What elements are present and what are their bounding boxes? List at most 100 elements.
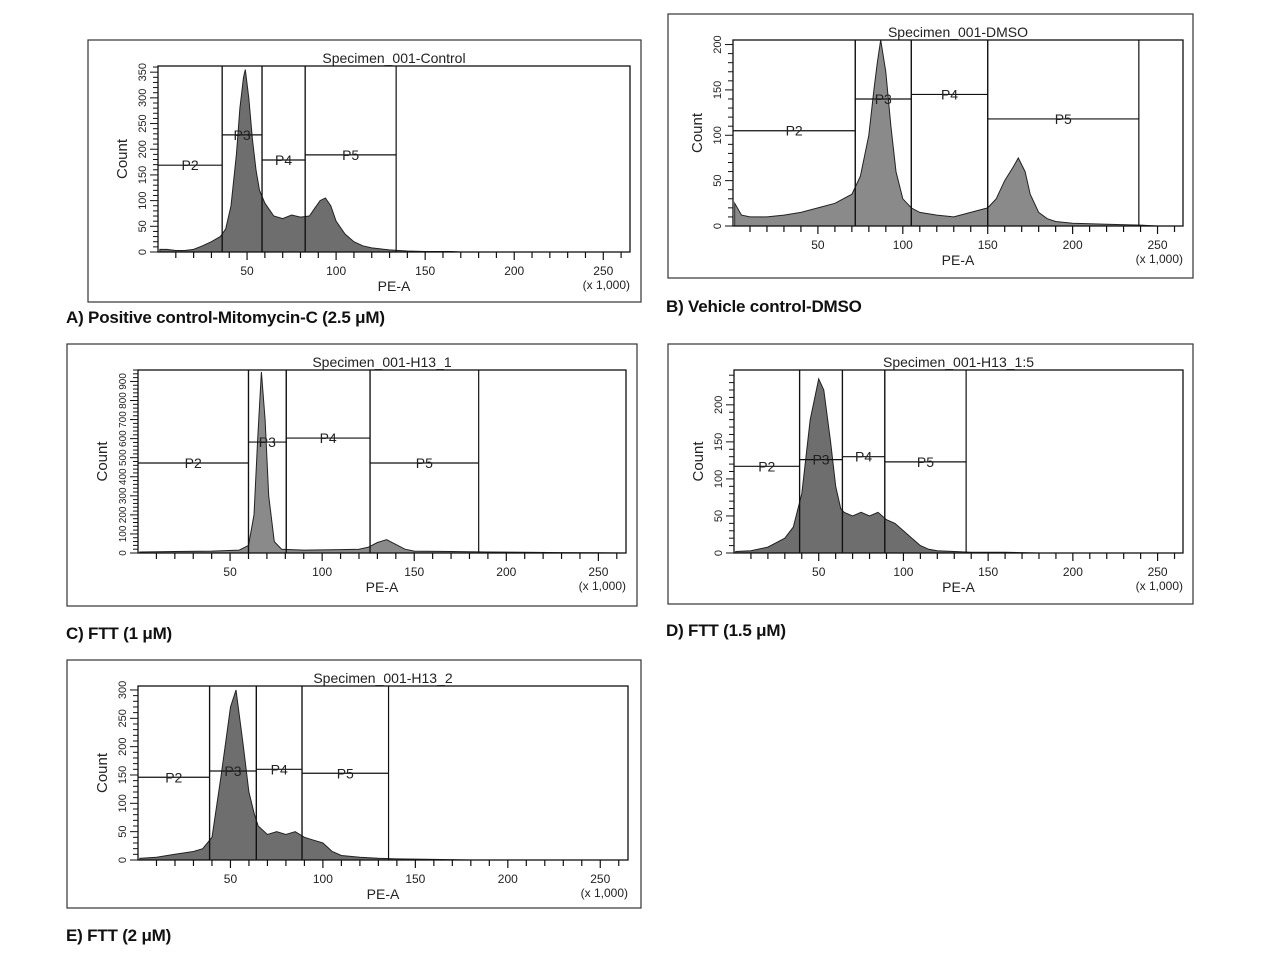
y-tick-label: 100 xyxy=(137,191,149,209)
gate-label-p4: P4 xyxy=(320,430,337,446)
gate-label-p5: P5 xyxy=(1055,111,1072,127)
gate-label-p3: P3 xyxy=(259,434,276,450)
y-tick-label: 0 xyxy=(712,223,724,229)
panel-frame xyxy=(667,343,1194,605)
x-axis-label: PE-A xyxy=(367,886,400,902)
gate-label-p4: P4 xyxy=(271,761,288,777)
x-axis-unit: (x 1,000) xyxy=(583,278,630,292)
gate-label-p5: P5 xyxy=(342,147,359,163)
panel-frame xyxy=(66,343,638,607)
plot-area xyxy=(157,65,631,253)
x-axis-unit: (x 1,000) xyxy=(579,579,626,593)
y-tick-label: 800 xyxy=(118,392,129,409)
y-tick-label: 100 xyxy=(118,525,129,542)
y-tick-label: 350 xyxy=(137,63,149,81)
y-tick-label: 250 xyxy=(117,709,129,727)
x-tick-label: 100 xyxy=(326,264,346,278)
y-tick-label: 50 xyxy=(117,826,129,838)
panel-frame xyxy=(66,659,642,909)
x-axis-label: PE-A xyxy=(942,579,975,595)
y-tick-label: 300 xyxy=(117,681,129,699)
x-tick-label: 250 xyxy=(590,872,610,886)
caption-e: E) FTT (2 μM) xyxy=(66,926,172,945)
y-tick-label: 300 xyxy=(118,487,129,504)
y-tick-label: 200 xyxy=(117,737,129,755)
gate-label-p4: P4 xyxy=(941,86,958,102)
y-tick-label: 50 xyxy=(712,175,724,187)
x-tick-label: 200 xyxy=(1063,238,1083,252)
x-tick-label: 100 xyxy=(313,872,333,886)
y-tick-label: 200 xyxy=(712,35,724,53)
histogram-panel-d: Specimen_001-H13_1:5 P2 P3 P4 P5 50 100 150 200 2… xyxy=(667,343,1194,605)
x-tick-label: 200 xyxy=(1063,565,1083,579)
gate-label-p3: P3 xyxy=(875,91,892,107)
y-tick-label: 100 xyxy=(712,126,724,144)
y-tick-label: 0 xyxy=(137,249,149,255)
chart-title: Specimen_001-H13_1 xyxy=(312,354,452,370)
x-tick-label: 250 xyxy=(593,264,613,278)
y-tick-label: 900 xyxy=(118,373,129,390)
x-axis-unit: (x 1,000) xyxy=(1136,252,1183,266)
x-tick-label: 250 xyxy=(588,565,608,579)
x-tick-label: 200 xyxy=(504,264,524,278)
histogram-panel-e: Specimen_001-H13_2 P2 P3 P4 P5 50 100 150 200 250… xyxy=(66,659,642,909)
y-tick-label: 200 xyxy=(118,506,129,523)
histogram-area xyxy=(139,689,628,861)
y-tick-label: 100 xyxy=(713,470,725,488)
x-tick-label: 150 xyxy=(978,238,998,252)
x-tick-label: 100 xyxy=(893,565,913,579)
plot-area xyxy=(732,39,1184,227)
x-tick-label: 100 xyxy=(893,238,913,252)
y-tick-label: 150 xyxy=(117,766,129,784)
y-tick-label: 0 xyxy=(713,550,725,556)
y-tick-label: 300 xyxy=(137,89,149,107)
gate-label-p4: P4 xyxy=(275,152,292,168)
histogram-panel-c: Specimen_001-H13_1 P2 P3 P4 P5 50 100 150 200 250… xyxy=(66,343,638,607)
panel-frame xyxy=(667,13,1194,279)
panel-frame xyxy=(87,39,642,303)
gate-label-p3: P3 xyxy=(224,763,241,779)
y-tick-label: 700 xyxy=(118,411,129,428)
gate-label-p4: P4 xyxy=(855,449,872,465)
x-tick-label: 100 xyxy=(312,565,332,579)
y-tick-label: 0 xyxy=(117,857,129,863)
chart-title: Specimen_001-Control xyxy=(322,50,465,66)
y-tick-label: 250 xyxy=(137,114,149,132)
y-tick-label: 600 xyxy=(118,430,129,447)
caption-b: B) Vehicle control-DMSO xyxy=(666,297,862,316)
x-axis-label: PE-A xyxy=(366,579,399,595)
gate-label-p5: P5 xyxy=(337,765,354,781)
histogram-panel-a: Specimen_001-Control P2 P3 P4 P5 50 100 150 200 2… xyxy=(87,39,642,303)
y-tick-label: 50 xyxy=(713,510,725,522)
y-tick-label: 100 xyxy=(117,794,129,812)
x-tick-label: 50 xyxy=(811,238,825,252)
x-tick-label: 50 xyxy=(240,264,254,278)
plot-area xyxy=(137,685,629,861)
y-tick-label: 0 xyxy=(118,550,129,556)
chart-title: Specimen_001-H13_2 xyxy=(313,670,453,686)
histogram-panel-b: Specimen_001-DMSO P2 P3 P4 P5 50 100 150 200 250 P… xyxy=(667,13,1194,279)
x-tick-label: 150 xyxy=(978,565,998,579)
gate-label-p5: P5 xyxy=(917,454,934,470)
x-axis-unit: (x 1,000) xyxy=(581,886,628,900)
gate-label-p3: P3 xyxy=(812,452,829,468)
x-axis-unit: (x 1,000) xyxy=(1136,579,1183,593)
gate-label-p5: P5 xyxy=(416,455,433,471)
caption-a: A) Positive control-Mitomycin-C (2.5 μM) xyxy=(66,308,385,327)
chart-title: Specimen_001-DMSO xyxy=(888,24,1028,40)
caption-c: C) FTT (1 μM) xyxy=(66,624,172,643)
y-tick-label: 200 xyxy=(137,140,149,158)
x-tick-label: 200 xyxy=(496,565,516,579)
plot-area xyxy=(733,369,1184,554)
x-tick-label: 50 xyxy=(812,565,826,579)
gate-label-p2: P2 xyxy=(185,455,202,471)
x-tick-label: 150 xyxy=(405,872,425,886)
gate-label-p2: P2 xyxy=(181,157,198,173)
histogram-area xyxy=(159,69,630,253)
y-axis-label: Count xyxy=(690,441,707,482)
x-tick-label: 50 xyxy=(224,872,238,886)
y-tick-label: 200 xyxy=(713,396,725,414)
x-tick-label: 150 xyxy=(415,264,435,278)
x-tick-label: 50 xyxy=(223,565,237,579)
